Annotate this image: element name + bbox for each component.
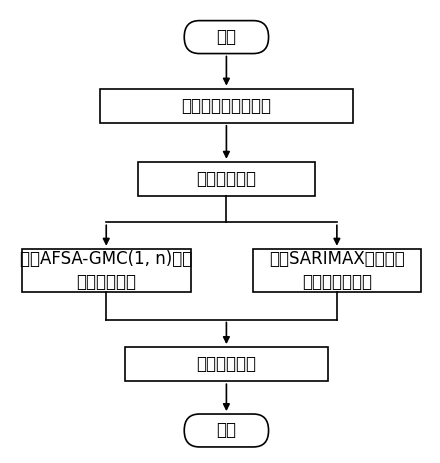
FancyBboxPatch shape <box>253 249 421 292</box>
Text: 使用AFSA-GMC(1, n)模型
预测趋势分量: 使用AFSA-GMC(1, n)模型 预测趋势分量 <box>20 250 192 291</box>
Text: 灰色综合关联度分析: 灰色综合关联度分析 <box>181 97 271 115</box>
FancyBboxPatch shape <box>100 88 353 123</box>
FancyBboxPatch shape <box>22 249 191 292</box>
Text: 使用SARIMAX模型预测
季节分量和余项: 使用SARIMAX模型预测 季节分量和余项 <box>269 250 405 291</box>
FancyBboxPatch shape <box>125 347 328 382</box>
Text: 结束: 结束 <box>216 421 236 439</box>
FancyBboxPatch shape <box>138 162 315 196</box>
Text: 开始: 开始 <box>216 28 236 46</box>
Text: 预测结果集成: 预测结果集成 <box>196 355 257 373</box>
FancyBboxPatch shape <box>184 21 268 54</box>
Text: 时间序列分解: 时间序列分解 <box>196 170 257 188</box>
FancyBboxPatch shape <box>184 414 268 447</box>
